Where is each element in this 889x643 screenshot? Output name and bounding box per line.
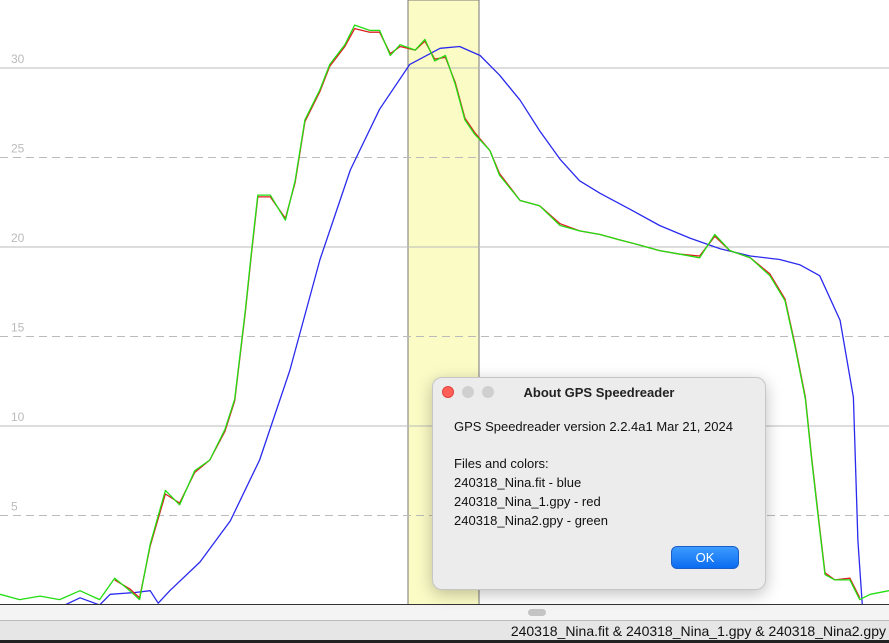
minimize-button — [462, 386, 474, 398]
status-text: 240318_Nina.fit & 240318_Nina_1.gpy & 24… — [510, 623, 886, 639]
file-entry: 240318_Nina_1.gpy - red — [454, 494, 601, 509]
version-text: GPS Speedreader version 2.2.4a1 Mar 21, … — [454, 419, 733, 434]
speed-line — [0, 24, 889, 601]
y-tick-label: 5 — [11, 500, 18, 514]
about-dialog: About GPS Speedreader GPS Speedreader ve… — [432, 377, 766, 590]
ok-button[interactable]: OK — [671, 546, 739, 569]
horizontal-scrollbar[interactable] — [0, 605, 889, 620]
close-button[interactable] — [442, 386, 454, 398]
window-edge — [0, 640, 889, 643]
y-tick-label: 10 — [11, 410, 25, 424]
y-tick-label: 20 — [11, 231, 25, 245]
speed-line — [0, 45, 863, 605]
status-bar: 240318_Nina.fit & 240318_Nina_1.gpy & 24… — [0, 620, 889, 640]
file-entry: 240318_Nina2.gpy - green — [454, 513, 608, 528]
file-entry: 240318_Nina.fit - blue — [454, 475, 582, 490]
y-tick-label: 15 — [11, 321, 25, 335]
dialog-title: About GPS Speedreader — [523, 385, 675, 400]
zoom-button — [482, 386, 494, 398]
scroll-thumb[interactable] — [528, 609, 546, 616]
y-tick-label: 25 — [11, 142, 25, 156]
files-heading: Files and colors: — [454, 456, 549, 471]
y-tick-label: 30 — [11, 52, 25, 66]
